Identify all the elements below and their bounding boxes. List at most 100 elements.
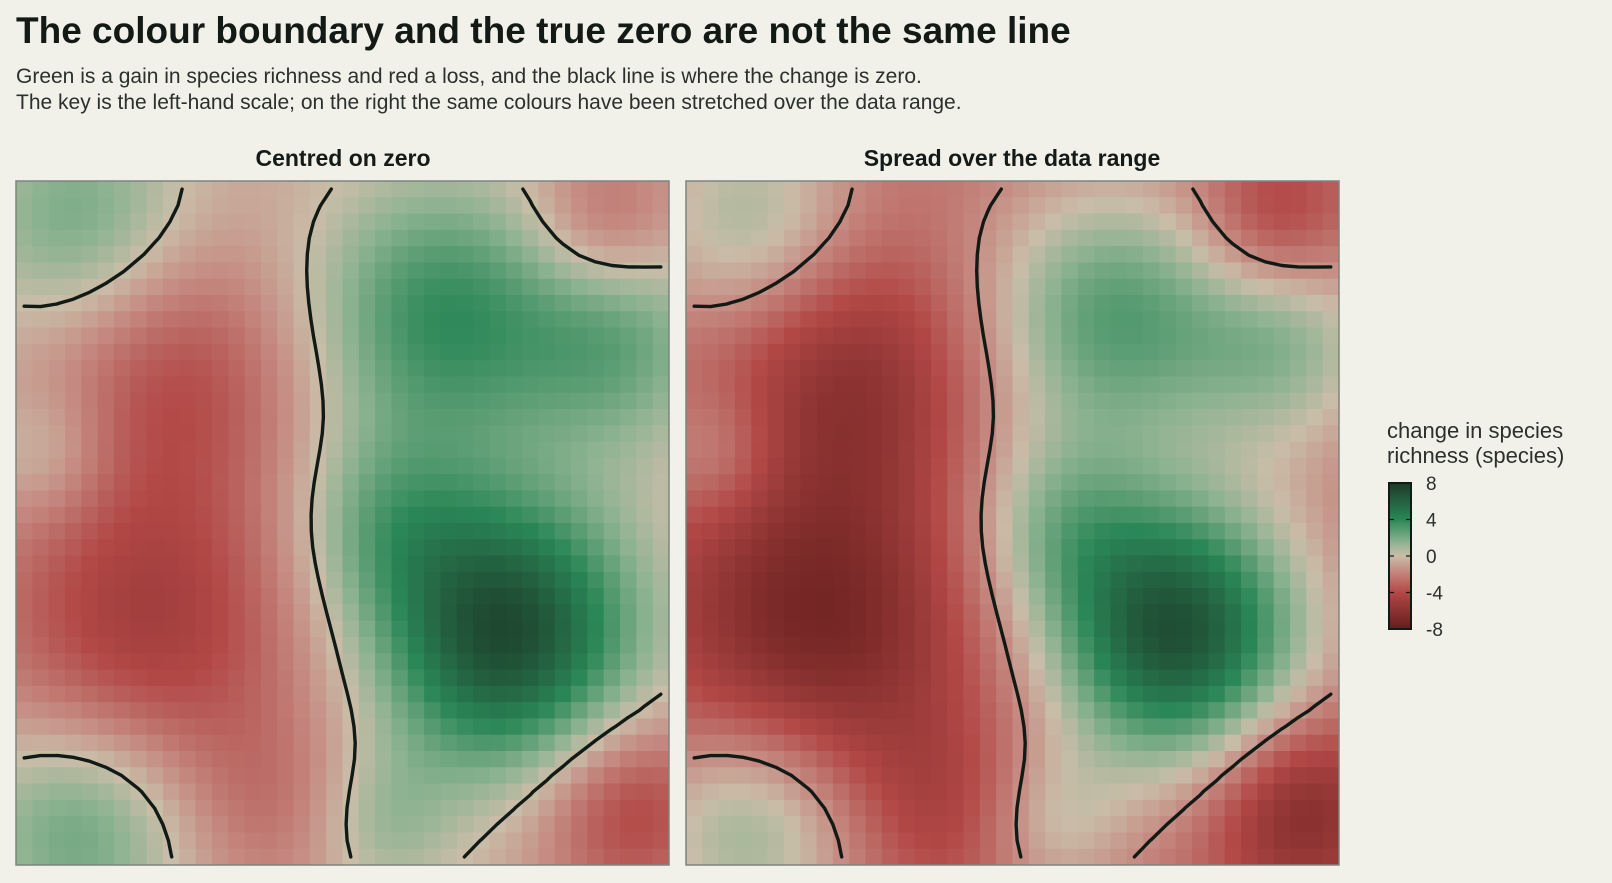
heatmap-cell [1273, 832, 1291, 850]
heatmap-cell [522, 343, 540, 361]
heatmap-cell [1257, 327, 1275, 345]
heatmap-cell [64, 702, 82, 720]
heatmap-cell [179, 327, 197, 345]
heatmap-cell [849, 751, 867, 768]
heatmap-cell [326, 604, 344, 622]
heatmap-cell [963, 669, 981, 687]
heatmap-cell [1077, 832, 1095, 850]
heatmap-cell [309, 523, 327, 540]
heatmap-cell [64, 539, 82, 557]
heatmap-cell [800, 409, 818, 426]
heatmap-cell [1224, 278, 1242, 296]
heatmap-cell [48, 637, 66, 654]
heatmap-cell [1241, 213, 1258, 231]
heatmap-cell [424, 441, 442, 459]
heatmap-cell [522, 718, 540, 736]
heatmap-cell [424, 262, 442, 280]
heatmap-cell [1077, 311, 1095, 329]
heatmap-cell [407, 555, 425, 573]
heatmap-cell [1241, 376, 1258, 394]
heatmap-cell [767, 718, 785, 736]
heatmap-cell [686, 620, 703, 638]
heatmap-cell [1306, 669, 1324, 687]
heatmap-cell [1159, 751, 1177, 768]
heatmap-cell [963, 783, 981, 801]
heatmap-cell [326, 555, 344, 573]
heatmap-cell [1126, 637, 1144, 654]
heatmap-cell [228, 620, 246, 638]
heatmap-cell [130, 213, 148, 231]
heatmap-cell [832, 539, 850, 557]
heatmap-cell [1094, 295, 1112, 312]
heatmap-cell [97, 295, 115, 312]
heatmap-cell [816, 262, 834, 280]
heatmap-cell [1257, 669, 1275, 687]
heatmap-cell [1192, 767, 1210, 785]
heatmap-cell [522, 539, 540, 557]
heatmap-cell [963, 539, 981, 557]
heatmap-cell [996, 295, 1014, 312]
heatmap-cell [603, 653, 621, 671]
heatmap-cell [865, 246, 883, 264]
heatmap-cell [244, 327, 262, 345]
heatmap-cell [1159, 197, 1177, 215]
heatmap-cell [81, 620, 99, 638]
heatmap-cell [1061, 409, 1079, 426]
heatmap-cell [587, 490, 605, 508]
heatmap-cell [456, 685, 474, 703]
heatmap-cell [489, 555, 507, 573]
heatmap-cell [162, 653, 180, 671]
heatmap-cell [1208, 685, 1226, 703]
heatmap-cell [293, 343, 311, 361]
heatmap-cell [1143, 604, 1161, 622]
heatmap-cell [522, 360, 540, 378]
heatmap-cell [554, 360, 572, 378]
heatmap-cell [211, 816, 229, 834]
heatmap-cell [326, 425, 344, 443]
heatmap-cell [800, 620, 818, 638]
heatmap-cell [81, 474, 99, 492]
heatmap-cell [636, 376, 654, 394]
heatmap-cell [1126, 457, 1144, 475]
heatmap-cell [783, 360, 801, 378]
heatmap-cell [505, 246, 523, 264]
heatmap-cell [326, 832, 344, 850]
heatmap-cell [277, 848, 295, 865]
heatmap-cell [228, 246, 246, 264]
heatmap-cell [113, 653, 131, 671]
heatmap-cell [849, 816, 867, 834]
heatmap-cell [97, 229, 115, 247]
heatmap-cell [375, 799, 393, 817]
heatmap-cell [996, 799, 1014, 817]
heatmap-cell [1257, 653, 1275, 671]
heatmap-cell [211, 213, 229, 231]
heatmap-cell [1143, 246, 1161, 264]
heatmap-cell [1175, 702, 1193, 720]
heatmap-cell [440, 588, 458, 606]
heatmap-cell [1224, 604, 1242, 622]
heatmap-cell [1159, 343, 1177, 361]
heatmap-cell [652, 441, 669, 459]
heatmap-cell [1290, 767, 1307, 785]
heatmap-cell [391, 832, 409, 850]
heatmap-cell [571, 327, 588, 345]
panel-title-centred: Centred on zero [255, 145, 430, 171]
heatmap-cell [1028, 327, 1046, 345]
heatmap-cell [309, 783, 327, 801]
heatmap-cell [849, 392, 867, 410]
heatmap-cell [1061, 392, 1079, 410]
heatmap-cell [686, 718, 703, 736]
heatmap-cell [538, 702, 556, 720]
heatmap-cell [702, 767, 720, 785]
heatmap-cell [309, 669, 327, 687]
heatmap-cell [391, 213, 409, 231]
heatmap-cell [244, 360, 262, 378]
heatmap-cell [522, 425, 540, 443]
heatmap-cell [718, 848, 736, 865]
heatmap-cell [440, 637, 458, 654]
heatmap-cell [1094, 376, 1112, 394]
heatmap-cell [146, 246, 164, 264]
heatmap-cell [1077, 295, 1095, 312]
heatmap-cell [32, 718, 50, 736]
heatmap-cell [391, 685, 409, 703]
